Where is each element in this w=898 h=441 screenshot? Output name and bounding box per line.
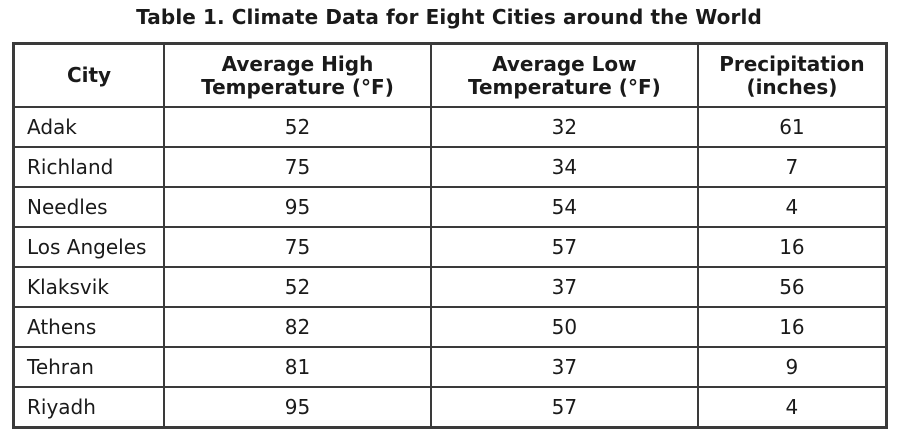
header-city: City bbox=[12, 42, 166, 108]
city-cell: Needles bbox=[12, 186, 166, 228]
header-city-label: City bbox=[66, 63, 112, 87]
header-precipitation: Precipitation (inches) bbox=[696, 42, 888, 108]
precip-cell: 16 bbox=[696, 226, 888, 268]
low-cell: 57 bbox=[429, 386, 699, 429]
precip-cell: 16 bbox=[696, 306, 888, 348]
precip-cell: 56 bbox=[696, 266, 888, 308]
city-cell: Tehran bbox=[12, 346, 166, 388]
header-average-high: Average High Temperature (°F) bbox=[163, 42, 432, 108]
city-cell: Los Angeles bbox=[12, 226, 166, 268]
low-cell: 34 bbox=[429, 146, 699, 188]
climate-data-table: City Average High Temperature (°F) Avera… bbox=[12, 42, 888, 429]
city-cell: Athens bbox=[12, 306, 166, 348]
high-cell: 75 bbox=[163, 146, 432, 188]
table-row: Needles 95 54 4 bbox=[12, 186, 888, 228]
city-cell: Riyadh bbox=[12, 386, 166, 429]
city-cell: Adak bbox=[12, 106, 166, 148]
table-row: Tehran 81 37 9 bbox=[12, 346, 888, 388]
header-average-low-line1: Average Low bbox=[492, 51, 637, 76]
city-cell: Klaksvik bbox=[12, 266, 166, 308]
header-precipitation-line1: Precipitation bbox=[719, 51, 865, 76]
table-row: Athens 82 50 16 bbox=[12, 306, 888, 348]
header-average-low-line2: Temperature (°F) bbox=[467, 74, 661, 99]
precip-cell: 4 bbox=[696, 386, 888, 429]
low-cell: 37 bbox=[429, 346, 699, 388]
precip-cell: 61 bbox=[696, 106, 888, 148]
high-cell: 95 bbox=[163, 386, 432, 429]
table-row: Los Angeles 75 57 16 bbox=[12, 226, 888, 268]
high-cell: 95 bbox=[163, 186, 432, 228]
header-average-high-line1: Average High bbox=[221, 51, 374, 76]
table-row: Klaksvik 52 37 56 bbox=[12, 266, 888, 308]
high-cell: 81 bbox=[163, 346, 432, 388]
low-cell: 32 bbox=[429, 106, 699, 148]
precip-cell: 7 bbox=[696, 146, 888, 188]
table-row: Riyadh 95 57 4 bbox=[12, 386, 888, 429]
high-cell: 75 bbox=[163, 226, 432, 268]
precip-cell: 9 bbox=[696, 346, 888, 388]
low-cell: 57 bbox=[429, 226, 699, 268]
low-cell: 50 bbox=[429, 306, 699, 348]
header-average-high-line2: Temperature (°F) bbox=[201, 74, 394, 99]
city-cell: Richland bbox=[12, 146, 166, 188]
low-cell: 37 bbox=[429, 266, 699, 308]
table-title: Table 1. Climate Data for Eight Cities a… bbox=[136, 5, 762, 29]
table-row: Richland 75 34 7 bbox=[12, 146, 888, 188]
header-precipitation-line2: (inches) bbox=[746, 74, 838, 99]
precip-cell: 4 bbox=[696, 186, 888, 228]
low-cell: 54 bbox=[429, 186, 699, 228]
high-cell: 82 bbox=[163, 306, 432, 348]
high-cell: 52 bbox=[163, 266, 432, 308]
table-row: Adak 52 32 61 bbox=[12, 106, 888, 148]
header-row: City Average High Temperature (°F) Avera… bbox=[12, 42, 888, 108]
header-average-low: Average Low Temperature (°F) bbox=[429, 42, 699, 108]
high-cell: 52 bbox=[163, 106, 432, 148]
